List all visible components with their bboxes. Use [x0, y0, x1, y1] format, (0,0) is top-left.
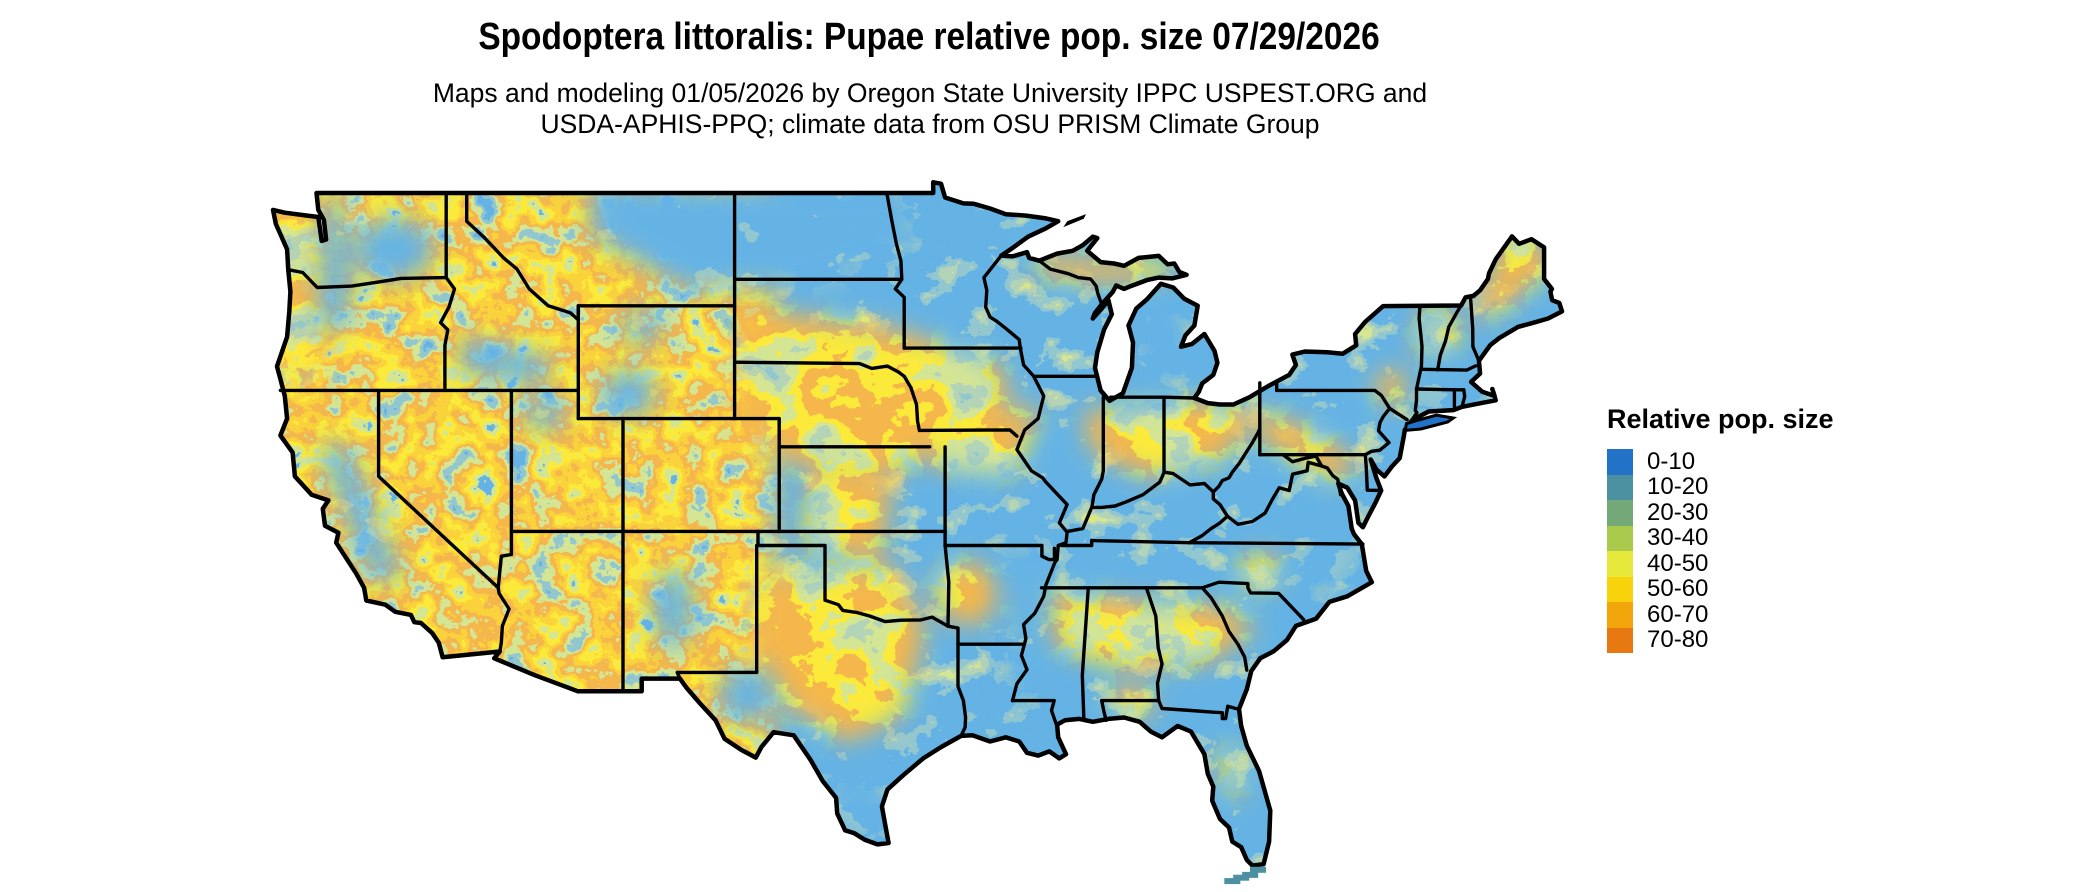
legend-label: 70-80	[1647, 626, 1709, 654]
legend-swatch	[1607, 474, 1633, 500]
legend-label: 60-70	[1647, 600, 1709, 628]
legend-row: 0-10	[1607, 447, 1834, 475]
legend-title: Relative pop. size	[1607, 404, 1834, 434]
legend-row: 40-50	[1607, 549, 1834, 577]
long-island	[1403, 413, 1458, 433]
subtitle-line-1: Maps and modeling 01/05/2026 by Oregon S…	[432, 78, 1428, 108]
legend-label: 50-60	[1647, 575, 1709, 603]
legend-label: 40-50	[1647, 549, 1709, 577]
state-borders	[278, 191, 1481, 738]
legend-swatch	[1607, 551, 1633, 577]
legend-row: 50-60	[1607, 575, 1834, 603]
legend-swatch	[1607, 576, 1633, 602]
legend-row: 70-80	[1607, 626, 1834, 654]
legend-swatch	[1607, 449, 1633, 475]
raster-layers	[273, 182, 1562, 866]
subtitle-line-2: USDA-APHIS-PPQ; climate data from OSU PR…	[540, 109, 1320, 139]
coastline	[270, 180, 1565, 868]
legend-label: 30-40	[1647, 524, 1709, 552]
map-title: Spodoptera littoralis: Pupae relative po…	[478, 16, 1380, 58]
legend-label: 10-20	[1647, 473, 1709, 501]
legend-row: 60-70	[1607, 600, 1834, 628]
legend-row: 10-20	[1607, 473, 1834, 501]
legend-row: 30-40	[1607, 524, 1834, 552]
legend-label: 20-30	[1647, 498, 1709, 526]
legend-swatch	[1607, 627, 1633, 653]
legend-swatch	[1607, 602, 1633, 628]
legend-items: 0-10 10-20 20-30 30-40 40-50 50-60 60-70 70-80	[1607, 447, 1834, 654]
legend-swatch	[1607, 525, 1633, 551]
legend-label: 0-10	[1647, 447, 1696, 475]
legend-row: 20-30	[1607, 498, 1834, 526]
legend: Relative pop. size 0-10 10-20 20-30 30-40 40…	[1607, 404, 1834, 653]
map-subtitle: Maps and modeling 01/05/2026 by Oregon S…	[0, 78, 1860, 140]
legend-swatch	[1607, 500, 1633, 526]
